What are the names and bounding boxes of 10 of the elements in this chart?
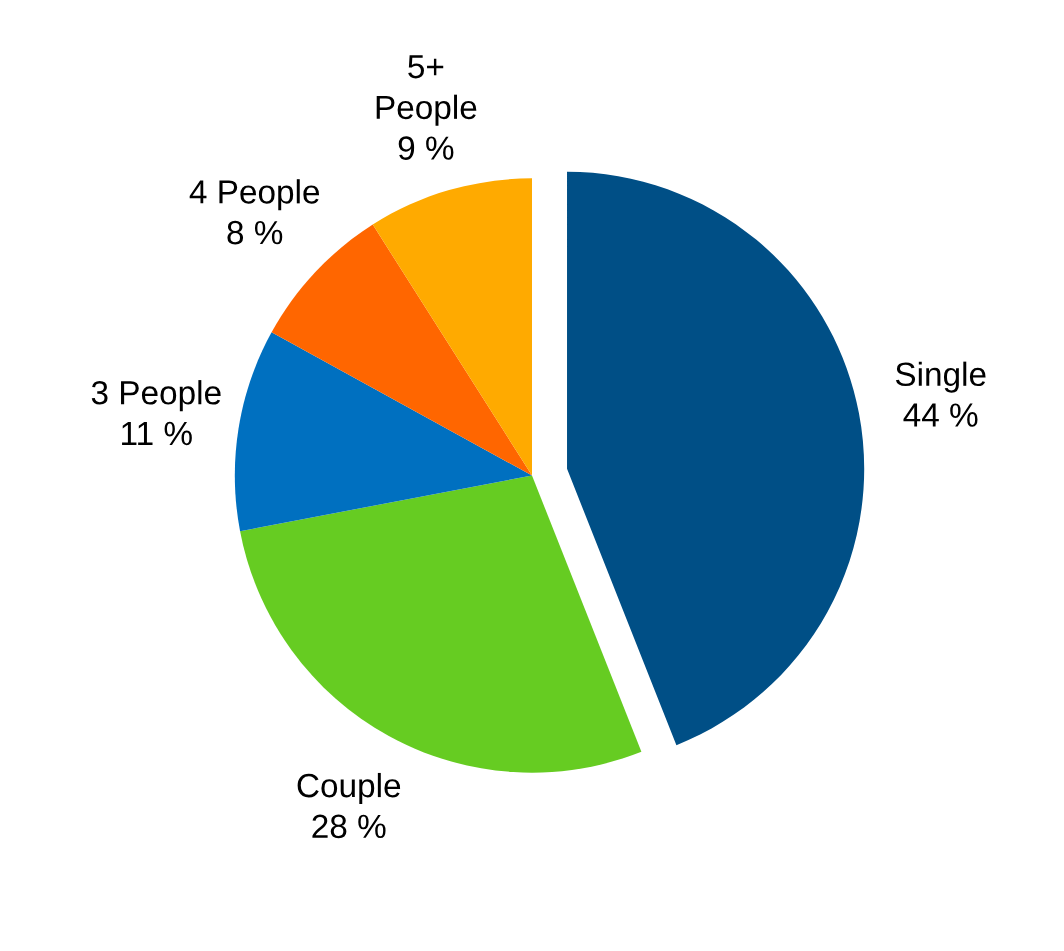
data-label: 9 % <box>398 136 454 160</box>
slice-label: 3 People <box>91 380 221 412</box>
data-label: 28 % <box>312 814 386 839</box>
slice-label: Couple <box>297 772 401 805</box>
data-label: 8 % <box>227 220 283 245</box>
data-label: 44 % <box>903 403 978 427</box>
slice-label: 4 People <box>189 179 320 211</box>
slice-label: Single <box>895 361 986 393</box>
slice-label: 5+ People <box>376 55 477 126</box>
data-label: 11 % <box>122 421 192 446</box>
